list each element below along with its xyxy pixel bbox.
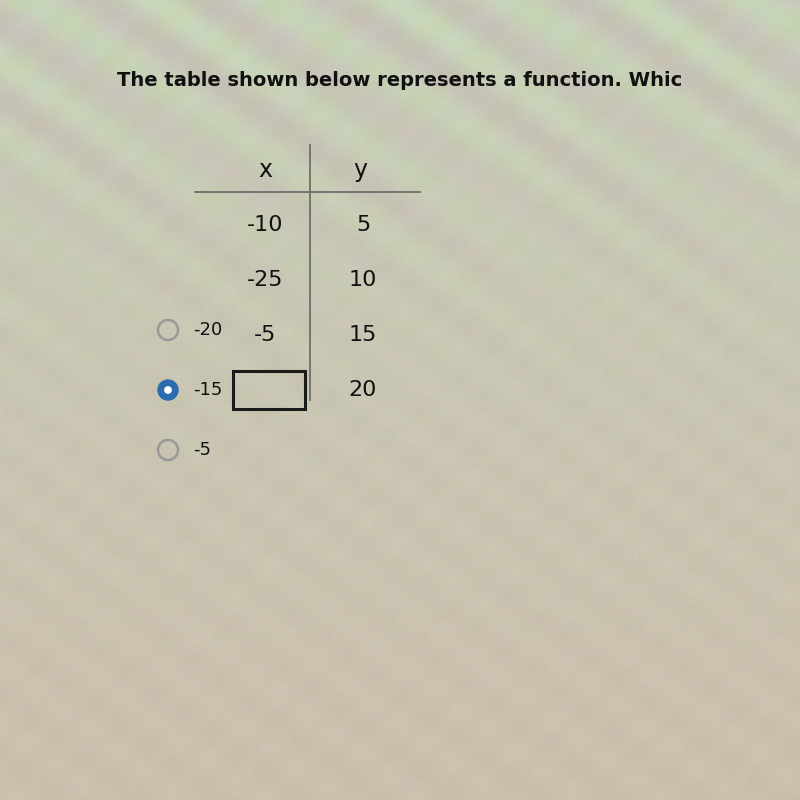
Text: 10: 10: [349, 270, 377, 290]
Text: x: x: [258, 158, 272, 182]
Circle shape: [158, 380, 178, 400]
Text: -25: -25: [246, 270, 283, 290]
Circle shape: [165, 387, 171, 393]
Text: -15: -15: [193, 381, 222, 399]
Text: y: y: [353, 158, 367, 182]
Text: 20: 20: [349, 380, 377, 400]
Text: 15: 15: [349, 325, 377, 345]
Bar: [233, 371, 305, 409]
Text: -20: -20: [193, 321, 222, 339]
Text: 5: 5: [356, 215, 370, 235]
Text: -10: -10: [246, 215, 283, 235]
Text: -5: -5: [193, 441, 211, 459]
Text: -5: -5: [254, 325, 276, 345]
Text: The table shown below represents a function. Whic: The table shown below represents a funct…: [118, 70, 682, 90]
